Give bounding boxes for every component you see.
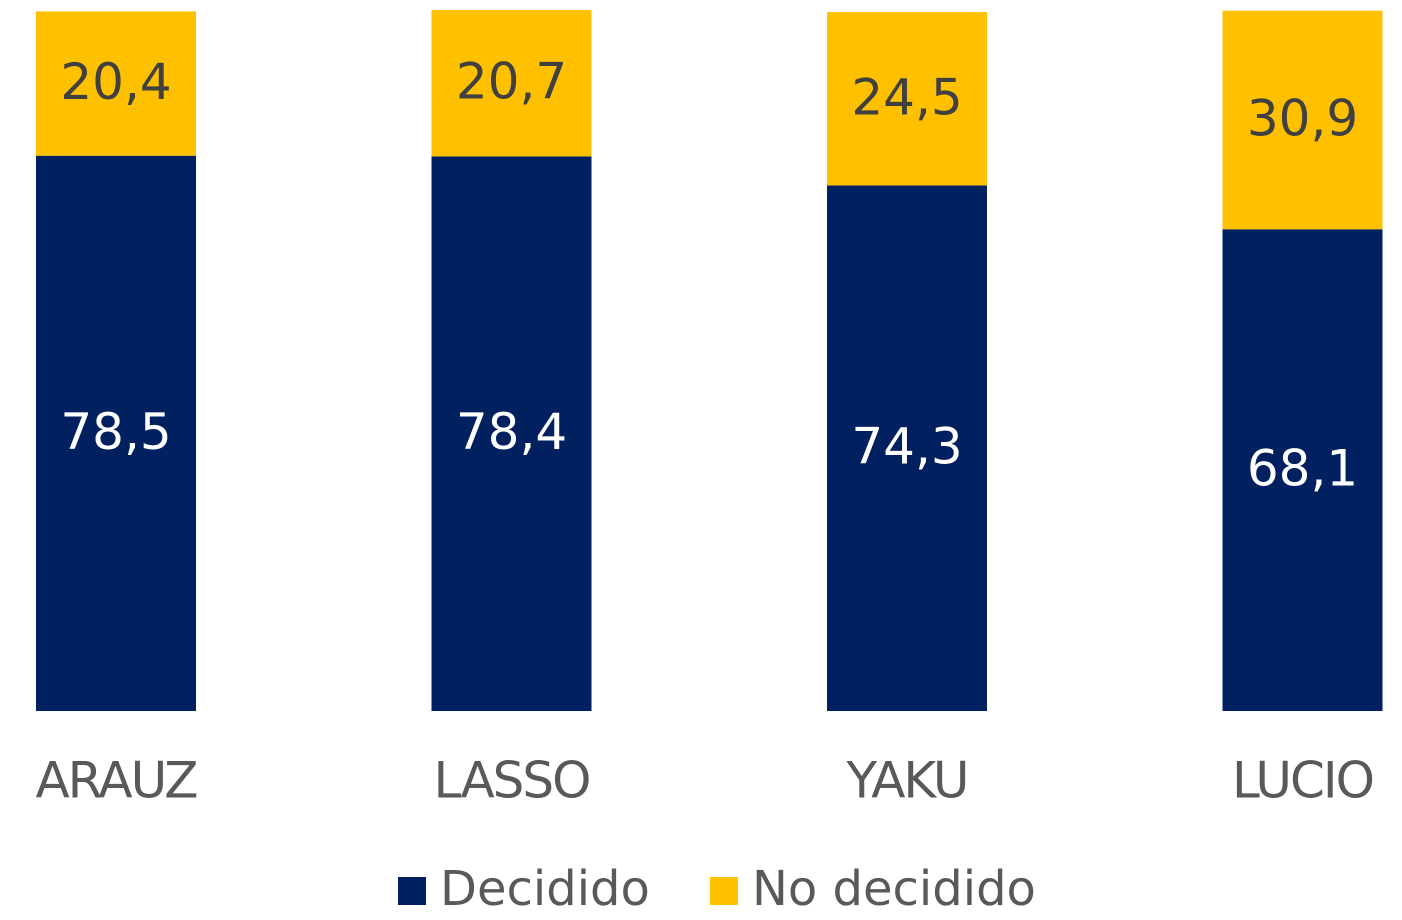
data-label: 20,4 <box>60 53 171 111</box>
bar-segment <box>431 10 592 157</box>
x-tick-label: LASSO <box>433 752 589 810</box>
legend-label: No decidido <box>752 861 1036 917</box>
x-tick-label: YAKU <box>846 752 968 810</box>
bar-segment <box>1222 229 1383 711</box>
x-tick-label: LUCIO <box>1232 752 1373 810</box>
data-label: 78,5 <box>60 403 171 461</box>
legend-swatch <box>710 877 738 905</box>
bar-segment <box>827 185 987 712</box>
data-label: 68,1 <box>1247 440 1358 498</box>
legend-swatch <box>398 877 426 905</box>
legend-label: Decidido <box>440 861 650 917</box>
bar-segment <box>431 156 592 712</box>
data-label: 74,3 <box>851 418 962 476</box>
data-label: 24,5 <box>851 68 962 126</box>
data-label: 78,4 <box>456 403 567 461</box>
data-label: 20,7 <box>456 53 567 111</box>
bar-segment <box>36 11 196 156</box>
bar-segment <box>1222 10 1383 230</box>
data-label: 30,9 <box>1247 89 1358 147</box>
bar-segment <box>36 155 196 711</box>
x-tick-label: ARAUZ <box>35 752 196 810</box>
bar-segment <box>827 12 987 186</box>
